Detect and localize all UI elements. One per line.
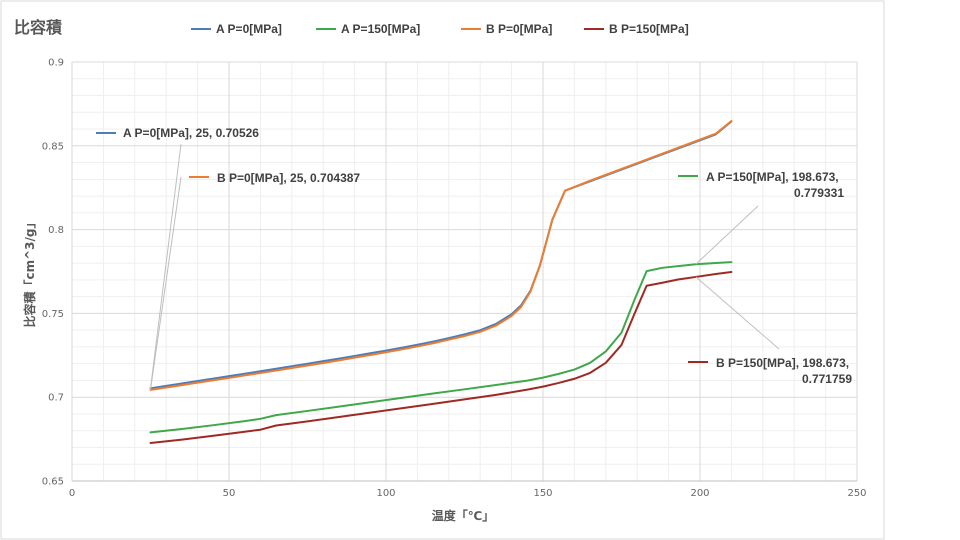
data-label-text: A P=0[MPa], 25, 0.70526	[123, 126, 259, 140]
chart-title: 比容積	[14, 18, 63, 37]
leader-line	[695, 205, 759, 265]
y-tick-label: 0.75	[42, 309, 64, 320]
tick-labels: 0 50 100 150 200 250 0.65 0.7 0.75 0.8 0.85 0.9	[42, 58, 867, 500]
x-tick-label: 50	[223, 488, 236, 499]
gridlines	[71, 61, 858, 482]
legend-label: A P=150[MPa]	[341, 22, 420, 36]
data-label-text: B P=150[MPa], 198.673,	[716, 356, 849, 370]
x-tick-label: 100	[376, 488, 395, 499]
y-axis-title: 比容積「cm^3/g」	[22, 217, 37, 328]
x-tick-label: 250	[847, 488, 866, 499]
data-labels: A P=0[MPa], 25, 0.70526 B P=0[MPa], 25, 0…	[96, 126, 852, 390]
x-axis-title: 温度「℃」	[432, 508, 495, 523]
y-tick-label: 0.9	[48, 58, 64, 69]
y-tick-label: 0.65	[42, 477, 64, 488]
x-tick-label: 200	[690, 488, 709, 499]
x-tick-label: 150	[533, 488, 552, 499]
leader-line	[695, 276, 780, 350]
series-line	[149, 271, 733, 444]
x-tick-label: 0	[69, 488, 75, 499]
leader-line	[150, 176, 182, 390]
legend-label: B P=0[MPa]	[486, 22, 552, 36]
leader-line	[150, 143, 182, 389]
data-label-text: B P=0[MPa], 25, 0.704387	[217, 171, 360, 185]
legend: A P=0[MPa] A P=150[MPa] B P=0[MPa] B P=150[…	[191, 22, 689, 36]
legend-label: B P=150[MPa]	[609, 22, 689, 36]
series-line	[149, 261, 733, 434]
legend-label: A P=0[MPa]	[216, 22, 282, 36]
series-line	[149, 120, 733, 391]
data-label-text: 0.779331	[794, 186, 844, 200]
data-label-text: A P=150[MPa], 198.673,	[706, 170, 839, 184]
y-tick-label: 0.85	[42, 141, 64, 152]
y-tick-label: 0.7	[48, 393, 64, 404]
chart-frame	[0, 0, 885, 540]
y-tick-label: 0.8	[48, 225, 64, 236]
series-lines	[149, 120, 733, 444]
data-label-text: 0.771759	[802, 372, 852, 386]
